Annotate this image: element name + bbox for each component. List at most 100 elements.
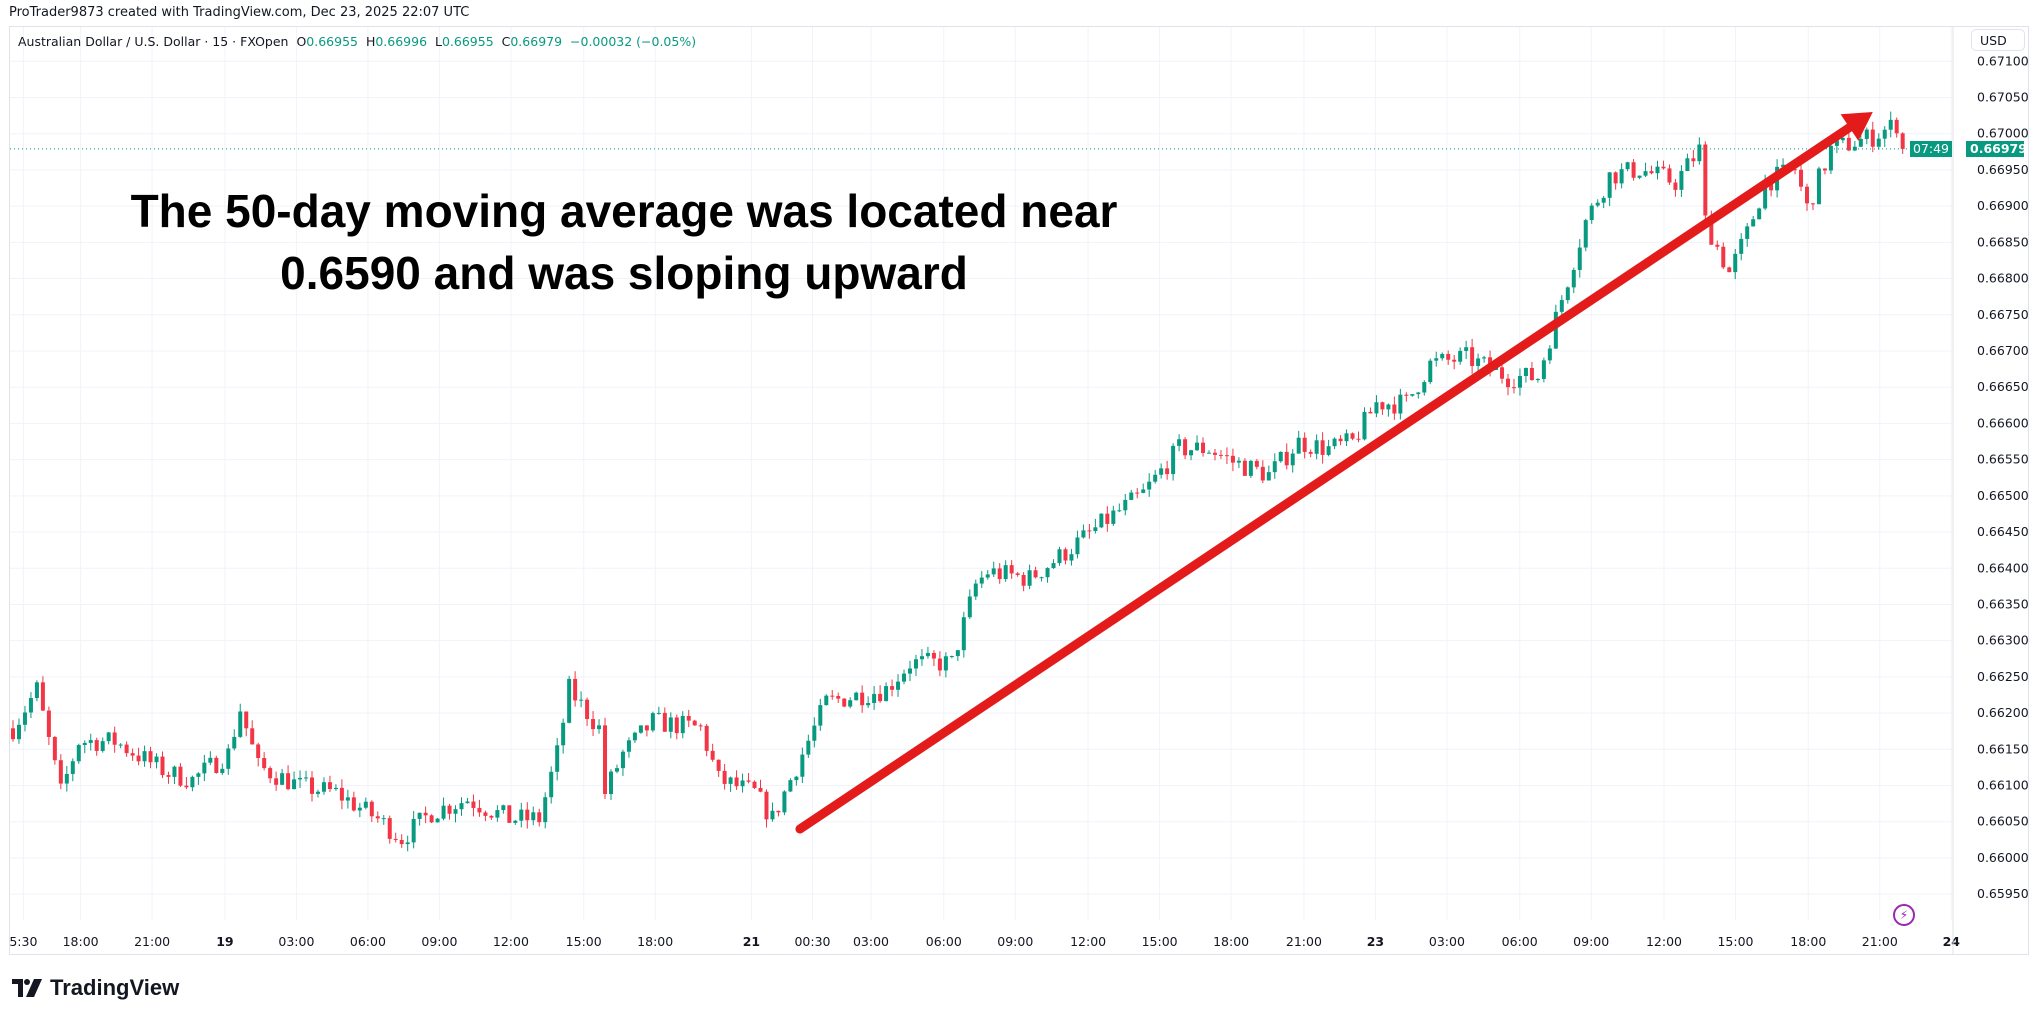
candle-body <box>1625 162 1630 170</box>
candle-body <box>190 776 195 788</box>
price-tick-label: 0.66250 <box>1977 669 2029 684</box>
candle-body <box>459 803 464 810</box>
candle-body <box>812 725 817 741</box>
lightning-icon[interactable]: ⚡ <box>1893 904 1915 926</box>
candle-body <box>1643 171 1648 176</box>
symbol-legend: Australian Dollar / U.S. Dollar · 15 · F… <box>18 34 696 49</box>
candle-body <box>1236 460 1241 463</box>
candle-body <box>656 712 661 714</box>
candle-body <box>1434 358 1439 361</box>
candle-body <box>573 678 578 701</box>
candle-body <box>1506 378 1510 388</box>
candle-body <box>620 751 625 769</box>
candle-body <box>788 780 793 792</box>
candle-body <box>955 650 960 656</box>
candle-body <box>1571 269 1576 288</box>
candle-body <box>1284 451 1289 466</box>
time-tick-label: 18:00 <box>637 934 673 949</box>
candle-body <box>1260 466 1265 481</box>
candle-body <box>752 781 757 788</box>
candle-body <box>1840 137 1845 141</box>
candle-body <box>1763 180 1768 209</box>
candle-body <box>381 818 386 820</box>
candle-body <box>1864 129 1869 139</box>
candle-body <box>1547 348 1552 361</box>
candle-body <box>154 756 159 763</box>
time-tick-label: 09:00 <box>997 934 1033 949</box>
candle-body <box>94 740 99 751</box>
candle-body <box>1242 460 1247 476</box>
candle-body <box>1470 347 1475 366</box>
chart-panel[interactable] <box>9 26 2029 955</box>
candle-body <box>148 751 153 763</box>
candle-body <box>1332 438 1337 447</box>
candle-body <box>339 787 344 801</box>
candle-body <box>345 797 350 801</box>
symbol-title[interactable]: Australian Dollar / U.S. Dollar · 15 · F… <box>18 34 289 49</box>
time-tick-label: 19 <box>216 934 233 949</box>
candle-body <box>136 755 141 762</box>
candle-body <box>405 842 410 845</box>
currency-button[interactable]: USD <box>1971 29 2025 51</box>
candle-body <box>537 812 542 823</box>
candle-body <box>214 757 219 773</box>
candle-body <box>1667 168 1672 183</box>
candle-body <box>489 815 494 818</box>
time-tick-label: 06:00 <box>1502 934 1538 949</box>
candle-body <box>1733 253 1738 273</box>
candle-body <box>58 760 63 784</box>
time-tick-label: 15:00 <box>566 934 602 949</box>
candle-body <box>262 758 267 769</box>
candle-body <box>1476 358 1481 366</box>
candle-body <box>614 768 619 772</box>
candle-body <box>399 839 404 845</box>
candle-body <box>1757 208 1762 220</box>
candle-body <box>1051 563 1056 569</box>
candle-body <box>668 717 673 732</box>
candle-body <box>429 815 434 823</box>
candle-body <box>531 812 536 821</box>
candle-body <box>1691 158 1696 162</box>
candle-body <box>1631 162 1636 178</box>
candle-body <box>567 678 572 723</box>
candle-body <box>1727 267 1732 273</box>
candle-body <box>830 695 835 697</box>
candle-body <box>16 724 21 740</box>
price-tick-label: 0.66200 <box>1977 705 2029 720</box>
price-tick-label: 0.66350 <box>1977 596 2029 611</box>
time-tick-label: 18:00 <box>1790 934 1826 949</box>
candle-body <box>1171 445 1176 475</box>
candle-body <box>100 741 105 751</box>
candle-body <box>435 818 440 823</box>
annotation-text: The 50-day moving average was located ne… <box>94 180 1154 304</box>
candle-body <box>632 732 637 741</box>
candle-body <box>1099 513 1104 528</box>
candle-body <box>800 754 805 777</box>
candle-body <box>46 710 51 737</box>
tradingview-logo[interactable]: TradingView <box>12 975 179 1001</box>
candle-body <box>1553 311 1558 349</box>
time-tick-label: 03:00 <box>853 934 889 949</box>
candle-body <box>1416 392 1421 395</box>
candle-body <box>88 740 93 743</box>
candle-body <box>166 775 171 777</box>
time-tick-label: 03:00 <box>1429 934 1465 949</box>
candle-body <box>1482 357 1487 359</box>
logo-text: TradingView <box>50 975 180 1000</box>
candle-body <box>770 810 775 820</box>
candle-body <box>1123 499 1128 511</box>
time-tick-label: 5:30 <box>9 934 37 949</box>
candle-body <box>1822 168 1827 171</box>
candle-body <box>991 568 996 575</box>
candle-body <box>274 778 279 785</box>
time-tick-label: 21 <box>743 934 760 949</box>
candle-body <box>1063 549 1068 561</box>
candle-body <box>315 791 320 794</box>
candle-body <box>1637 175 1642 178</box>
candle-body <box>686 715 691 721</box>
candle-body <box>1799 169 1804 187</box>
candle-body <box>64 773 69 784</box>
candle-body <box>184 785 189 788</box>
candle-body <box>1745 226 1750 239</box>
